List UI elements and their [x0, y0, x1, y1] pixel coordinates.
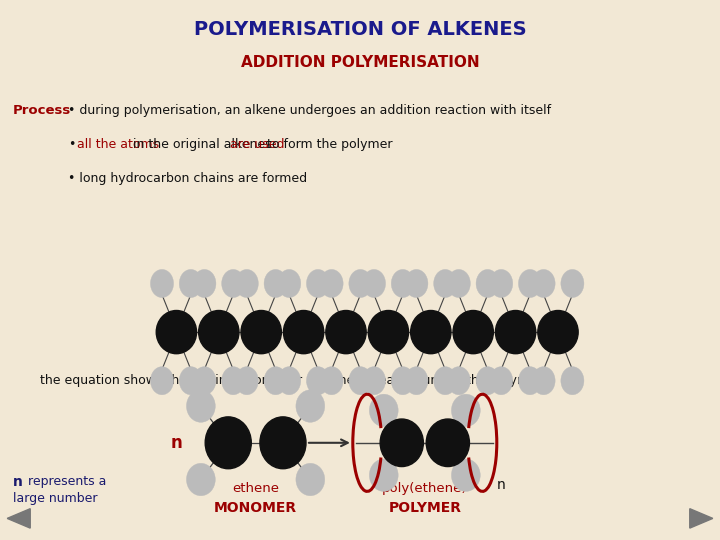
Text: n: n — [13, 475, 23, 489]
Ellipse shape — [326, 310, 366, 354]
Ellipse shape — [260, 417, 306, 469]
Text: Process: Process — [13, 104, 71, 117]
Text: POLYMER: POLYMER — [388, 501, 462, 515]
Ellipse shape — [380, 419, 423, 467]
Ellipse shape — [426, 419, 469, 467]
Text: POLYMERISATION OF ALKENES: POLYMERISATION OF ALKENES — [194, 20, 526, 39]
Ellipse shape — [307, 367, 330, 395]
Ellipse shape — [150, 269, 174, 298]
Ellipse shape — [453, 310, 493, 354]
Text: •: • — [68, 138, 76, 151]
Text: poly(ethene): poly(ethene) — [382, 482, 467, 495]
Ellipse shape — [205, 417, 251, 469]
Ellipse shape — [264, 367, 287, 395]
Ellipse shape — [368, 310, 408, 354]
Ellipse shape — [179, 269, 202, 298]
Ellipse shape — [320, 269, 343, 298]
Ellipse shape — [296, 463, 325, 496]
Ellipse shape — [369, 394, 398, 427]
Ellipse shape — [284, 310, 324, 354]
Ellipse shape — [476, 367, 499, 395]
Ellipse shape — [199, 310, 239, 354]
Ellipse shape — [447, 367, 470, 395]
Ellipse shape — [391, 367, 414, 395]
Ellipse shape — [451, 394, 480, 427]
Ellipse shape — [433, 269, 456, 298]
Ellipse shape — [193, 269, 216, 298]
Ellipse shape — [349, 269, 372, 298]
Ellipse shape — [362, 367, 385, 395]
Ellipse shape — [495, 310, 536, 354]
Ellipse shape — [150, 367, 174, 395]
Ellipse shape — [451, 459, 480, 491]
Ellipse shape — [405, 269, 428, 298]
Text: ADDITION POLYMERISATION: ADDITION POLYMERISATION — [240, 55, 480, 70]
Ellipse shape — [264, 269, 287, 298]
Ellipse shape — [518, 269, 541, 298]
Ellipse shape — [532, 269, 555, 298]
Ellipse shape — [476, 269, 499, 298]
Text: MONOMER: MONOMER — [214, 501, 297, 515]
Text: • long hydrocarbon chains are formed: • long hydrocarbon chains are formed — [68, 172, 307, 185]
Ellipse shape — [186, 463, 215, 496]
Text: n: n — [497, 478, 505, 492]
Text: • during polymerisation, an alkene undergoes an addition reaction with itself: • during polymerisation, an alkene under… — [68, 104, 552, 117]
Ellipse shape — [532, 367, 555, 395]
Ellipse shape — [561, 367, 584, 395]
Ellipse shape — [349, 367, 372, 395]
Ellipse shape — [235, 367, 258, 395]
Polygon shape — [7, 509, 30, 528]
Text: large number: large number — [13, 492, 97, 505]
Ellipse shape — [222, 269, 245, 298]
Ellipse shape — [433, 367, 456, 395]
Text: in the original alkenes: in the original alkenes — [130, 138, 276, 151]
Ellipse shape — [369, 459, 398, 491]
Polygon shape — [690, 509, 713, 528]
Ellipse shape — [241, 310, 282, 354]
Ellipse shape — [538, 310, 578, 354]
Ellipse shape — [296, 390, 325, 422]
Ellipse shape — [490, 269, 513, 298]
Ellipse shape — [561, 269, 584, 298]
Ellipse shape — [278, 367, 301, 395]
Ellipse shape — [186, 390, 215, 422]
Ellipse shape — [179, 367, 202, 395]
Ellipse shape — [307, 269, 330, 298]
Text: to form the polymer: to form the polymer — [263, 138, 392, 151]
Ellipse shape — [278, 269, 301, 298]
Text: all the atoms: all the atoms — [77, 138, 159, 151]
Ellipse shape — [222, 367, 245, 395]
Ellipse shape — [391, 269, 414, 298]
Ellipse shape — [156, 310, 197, 354]
Ellipse shape — [518, 367, 541, 395]
Ellipse shape — [193, 367, 216, 395]
Ellipse shape — [362, 269, 385, 298]
Ellipse shape — [320, 367, 343, 395]
Ellipse shape — [490, 367, 513, 395]
Text: ethene: ethene — [232, 482, 279, 495]
Text: the equation shows the original monomer and the repeating unit in the polymer: the equation shows the original monomer … — [40, 374, 541, 387]
Text: n: n — [171, 434, 182, 452]
Ellipse shape — [447, 269, 470, 298]
Ellipse shape — [405, 367, 428, 395]
Text: are used: are used — [230, 138, 284, 151]
Ellipse shape — [235, 269, 258, 298]
Text: represents a: represents a — [24, 475, 106, 488]
Ellipse shape — [410, 310, 451, 354]
